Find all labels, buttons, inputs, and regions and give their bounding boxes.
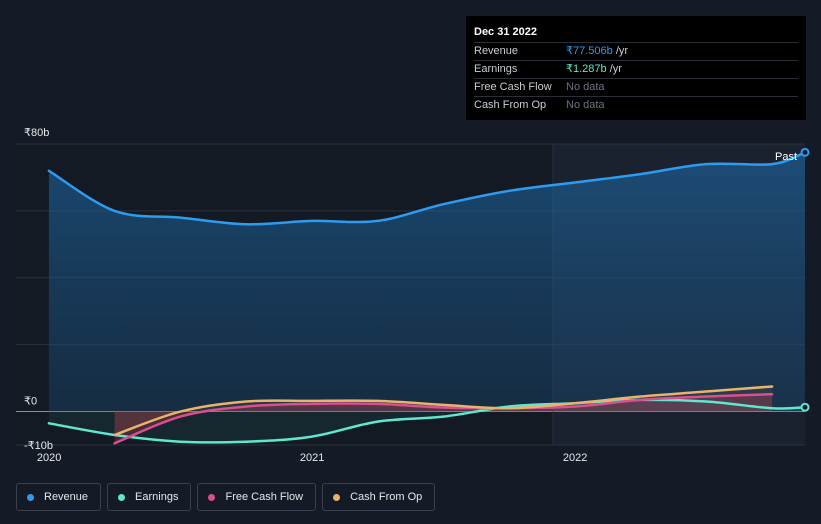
legend-item-cash-from-op[interactable]: Cash From Op <box>322 483 436 511</box>
free-cash-flow-line <box>113 392 774 445</box>
cash-from-op-area <box>114 386 773 435</box>
y-tick-label: ₹0 <box>24 396 37 408</box>
legend-item-revenue[interactable]: Revenue <box>16 483 102 511</box>
legend-label: Revenue <box>44 491 89 503</box>
revenue-end-point <box>800 147 810 157</box>
x-tick-label: 2022 <box>563 452 587 464</box>
legend-dot-icon <box>118 493 126 501</box>
tooltip-value-cash-from-op: No data <box>566 99 605 111</box>
tooltip-row-cash-from-op: Cash From Op No data <box>474 96 798 114</box>
tooltip-unit: /yr <box>612 45 629 57</box>
x-tick-label: 2020 <box>37 452 61 464</box>
x-tick-label: 2021 <box>300 452 324 464</box>
tooltip-row-free-cash-flow: Free Cash Flow No data <box>474 78 798 96</box>
earnings-area <box>48 399 805 443</box>
legend-label: Earnings <box>135 491 179 503</box>
tooltip-label: Earnings <box>474 63 518 75</box>
tooltip-label: Cash From Op <box>474 99 547 111</box>
past-label: Past <box>775 151 797 163</box>
tooltip-unit: /yr <box>606 63 622 75</box>
tooltip-row-revenue: Revenue ₹77.506b /yr <box>474 42 798 60</box>
tooltip-value-earnings: ₹1.287b <box>566 63 607 75</box>
legend-label: Cash From Op <box>350 491 423 503</box>
legend-label: Free Cash Flow <box>225 491 304 503</box>
earnings-end-point <box>800 402 810 412</box>
tooltip-label: Free Cash Flow <box>474 81 552 93</box>
tooltip-value-free-cash-flow: No data <box>566 81 605 93</box>
legend-item-earnings[interactable]: Earnings <box>107 483 192 511</box>
revenue-line <box>47 151 807 226</box>
y-tick-label: -₹10b <box>24 440 53 452</box>
tooltip-panel: Dec 31 2022 Revenue ₹77.506b /yr Earning… <box>466 16 806 120</box>
tooltip-row-earnings: Earnings ₹1.287b /yr <box>474 60 798 78</box>
legend-item-free-cash-flow[interactable]: Free Cash Flow <box>197 483 317 511</box>
tooltip-value-revenue: ₹77.506b <box>566 45 613 57</box>
legend-dot-icon <box>208 493 216 501</box>
legend-dot-icon <box>27 493 34 501</box>
chart-legend: Revenue Earnings Free Cash Flow Cash Fro… <box>16 483 441 511</box>
cash-from-op-line <box>113 385 774 437</box>
tooltip-date: Dec 31 2022 <box>474 26 537 38</box>
legend-dot-icon <box>333 493 341 501</box>
tooltip-label: Revenue <box>474 45 519 57</box>
y-tick-label: ₹80b <box>24 127 49 139</box>
revenue-area <box>48 152 805 412</box>
free-cash-flow-area <box>114 394 773 444</box>
earnings-line <box>47 398 807 444</box>
